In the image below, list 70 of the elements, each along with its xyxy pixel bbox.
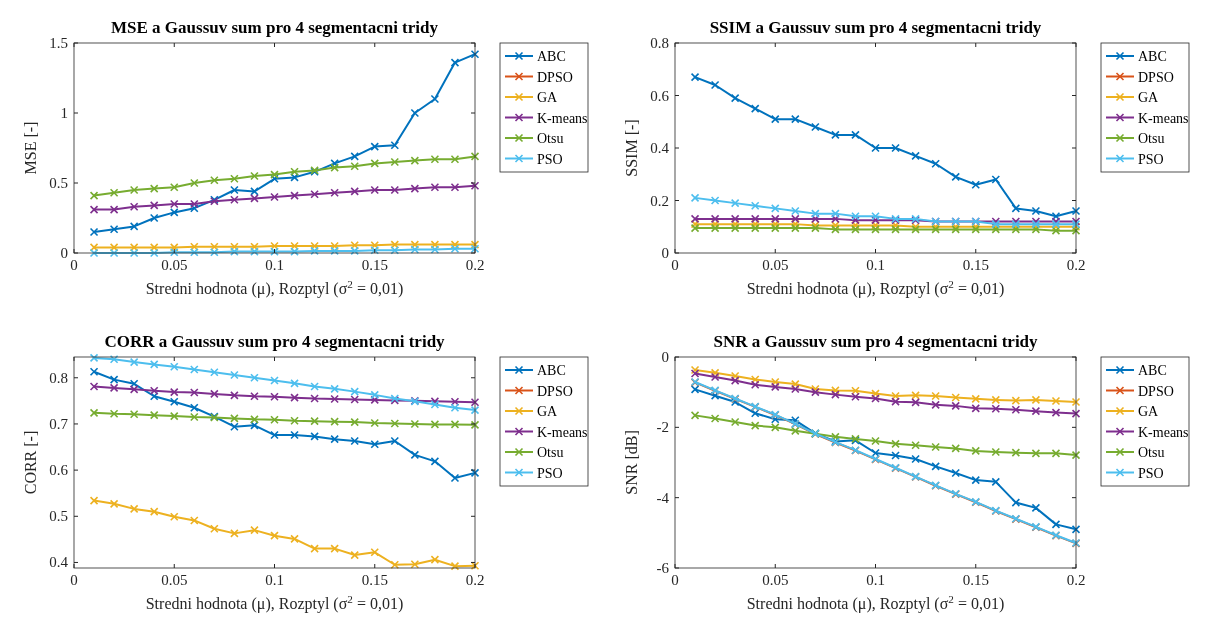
legend-label: GA: [537, 404, 559, 419]
y-axis-title: CORR [-]: [22, 430, 39, 495]
y-tick-label: 0.6: [49, 462, 69, 479]
legend-label: DPSO: [537, 383, 573, 399]
x-tick-label: 0.05: [762, 572, 789, 588]
chart-title: CORR a Gaussuv sum pro 4 segmentacni tridy: [104, 332, 446, 351]
x-tick-label: 0.05: [762, 257, 789, 273]
legend-label: ABC: [537, 49, 566, 64]
x-axis-title: Stredni hodnota (μ), Rozptyl (σ$^{2}$ = 0,01): [145, 278, 404, 298]
chart-title: SSIM a Gaussuv sum pro 4 segmentacni tridy: [709, 18, 1042, 37]
y-tick-label: 0.5: [49, 508, 68, 525]
y-tick-label: 0: [60, 245, 68, 261]
legend-label: K-means: [1138, 110, 1189, 126]
y-tick-label: 0.7: [49, 415, 69, 432]
y-tick-label: 0.4: [49, 554, 69, 571]
y-tick-label: 0.8: [650, 35, 669, 51]
y-tick-label: 1: [60, 105, 68, 121]
y-tick-label: 0: [661, 245, 669, 261]
x-tick-label: 0.15: [361, 257, 388, 273]
x-tick-label: 0.2: [465, 572, 485, 588]
legend-label: K-means: [537, 424, 588, 440]
y-tick-label: 0.4: [650, 140, 670, 156]
y-tick-label: 0.2: [650, 192, 669, 209]
chart-title: MSE a Gaussuv sum pro 4 segmentacni tridy: [111, 18, 439, 37]
x-tick-label: 0.1: [866, 257, 885, 273]
x-tick-label: 0.2: [1066, 572, 1086, 588]
y-tick-label: 1.5: [49, 35, 68, 51]
legend-label: K-means: [1138, 424, 1189, 440]
x-tick-label: 0.1: [265, 257, 284, 273]
legend-label: Otsu: [1138, 131, 1165, 146]
legend-label: Otsu: [537, 445, 564, 460]
x-tick-label: 0.15: [361, 572, 388, 588]
y-tick-label: 0.6: [650, 87, 670, 104]
legend-label: DPSO: [1138, 69, 1174, 85]
y-tick-label: -2: [656, 419, 669, 436]
legend-label: PSO: [1138, 465, 1164, 481]
x-tick-label: 0.15: [962, 572, 989, 588]
legend-label: DPSO: [1138, 383, 1174, 399]
y-axis-title: SNR [dB]: [623, 430, 640, 495]
legend-label: ABC: [1138, 363, 1167, 378]
x-tick-label: 0.2: [465, 257, 485, 273]
x-tick-label: 0.1: [866, 572, 885, 588]
legend-label: ABC: [537, 363, 566, 378]
legend-label: PSO: [1138, 151, 1164, 167]
chart-title: SNR a Gaussuv sum pro 4 segmentacni tridy: [713, 332, 1039, 351]
y-tick-label: 0.8: [49, 369, 68, 386]
y-tick-label: -6: [656, 560, 670, 576]
x-axis-title: Stredni hodnota (μ), Rozptyl (σ$^{2}$ = 0,01): [746, 593, 1005, 613]
y-tick-label: 0: [661, 349, 669, 365]
legend-label: PSO: [537, 465, 563, 481]
x-axis-title: Stredni hodnota (μ), Rozptyl (σ$^{2}$ = 0,01): [746, 278, 1005, 298]
legend-label: K-means: [537, 110, 588, 126]
y-tick-label: 0.5: [49, 175, 68, 191]
legend-label: PSO: [537, 151, 563, 167]
x-tick-label: 0.1: [265, 572, 284, 588]
legend-label: DPSO: [537, 69, 573, 85]
legend-label: ABC: [1138, 49, 1167, 64]
x-tick-label: 0.05: [161, 572, 188, 588]
y-tick-label: -4: [656, 489, 670, 506]
x-tick-label: 0.15: [962, 257, 989, 273]
y-axis-title: MSE [-]: [22, 121, 39, 175]
x-axis-title: Stredni hodnota (μ), Rozptyl (σ$^{2}$ = 0,01): [145, 593, 404, 613]
legend-label: GA: [1138, 404, 1160, 419]
x-tick-label: 0.2: [1066, 257, 1086, 273]
legend-label: GA: [1138, 90, 1160, 105]
legend-label: Otsu: [1138, 445, 1165, 460]
legend-label: Otsu: [537, 131, 564, 146]
legend-label: GA: [537, 90, 559, 105]
x-tick-label: 0.05: [161, 257, 188, 273]
y-axis-title: SSIM [-]: [623, 119, 640, 177]
